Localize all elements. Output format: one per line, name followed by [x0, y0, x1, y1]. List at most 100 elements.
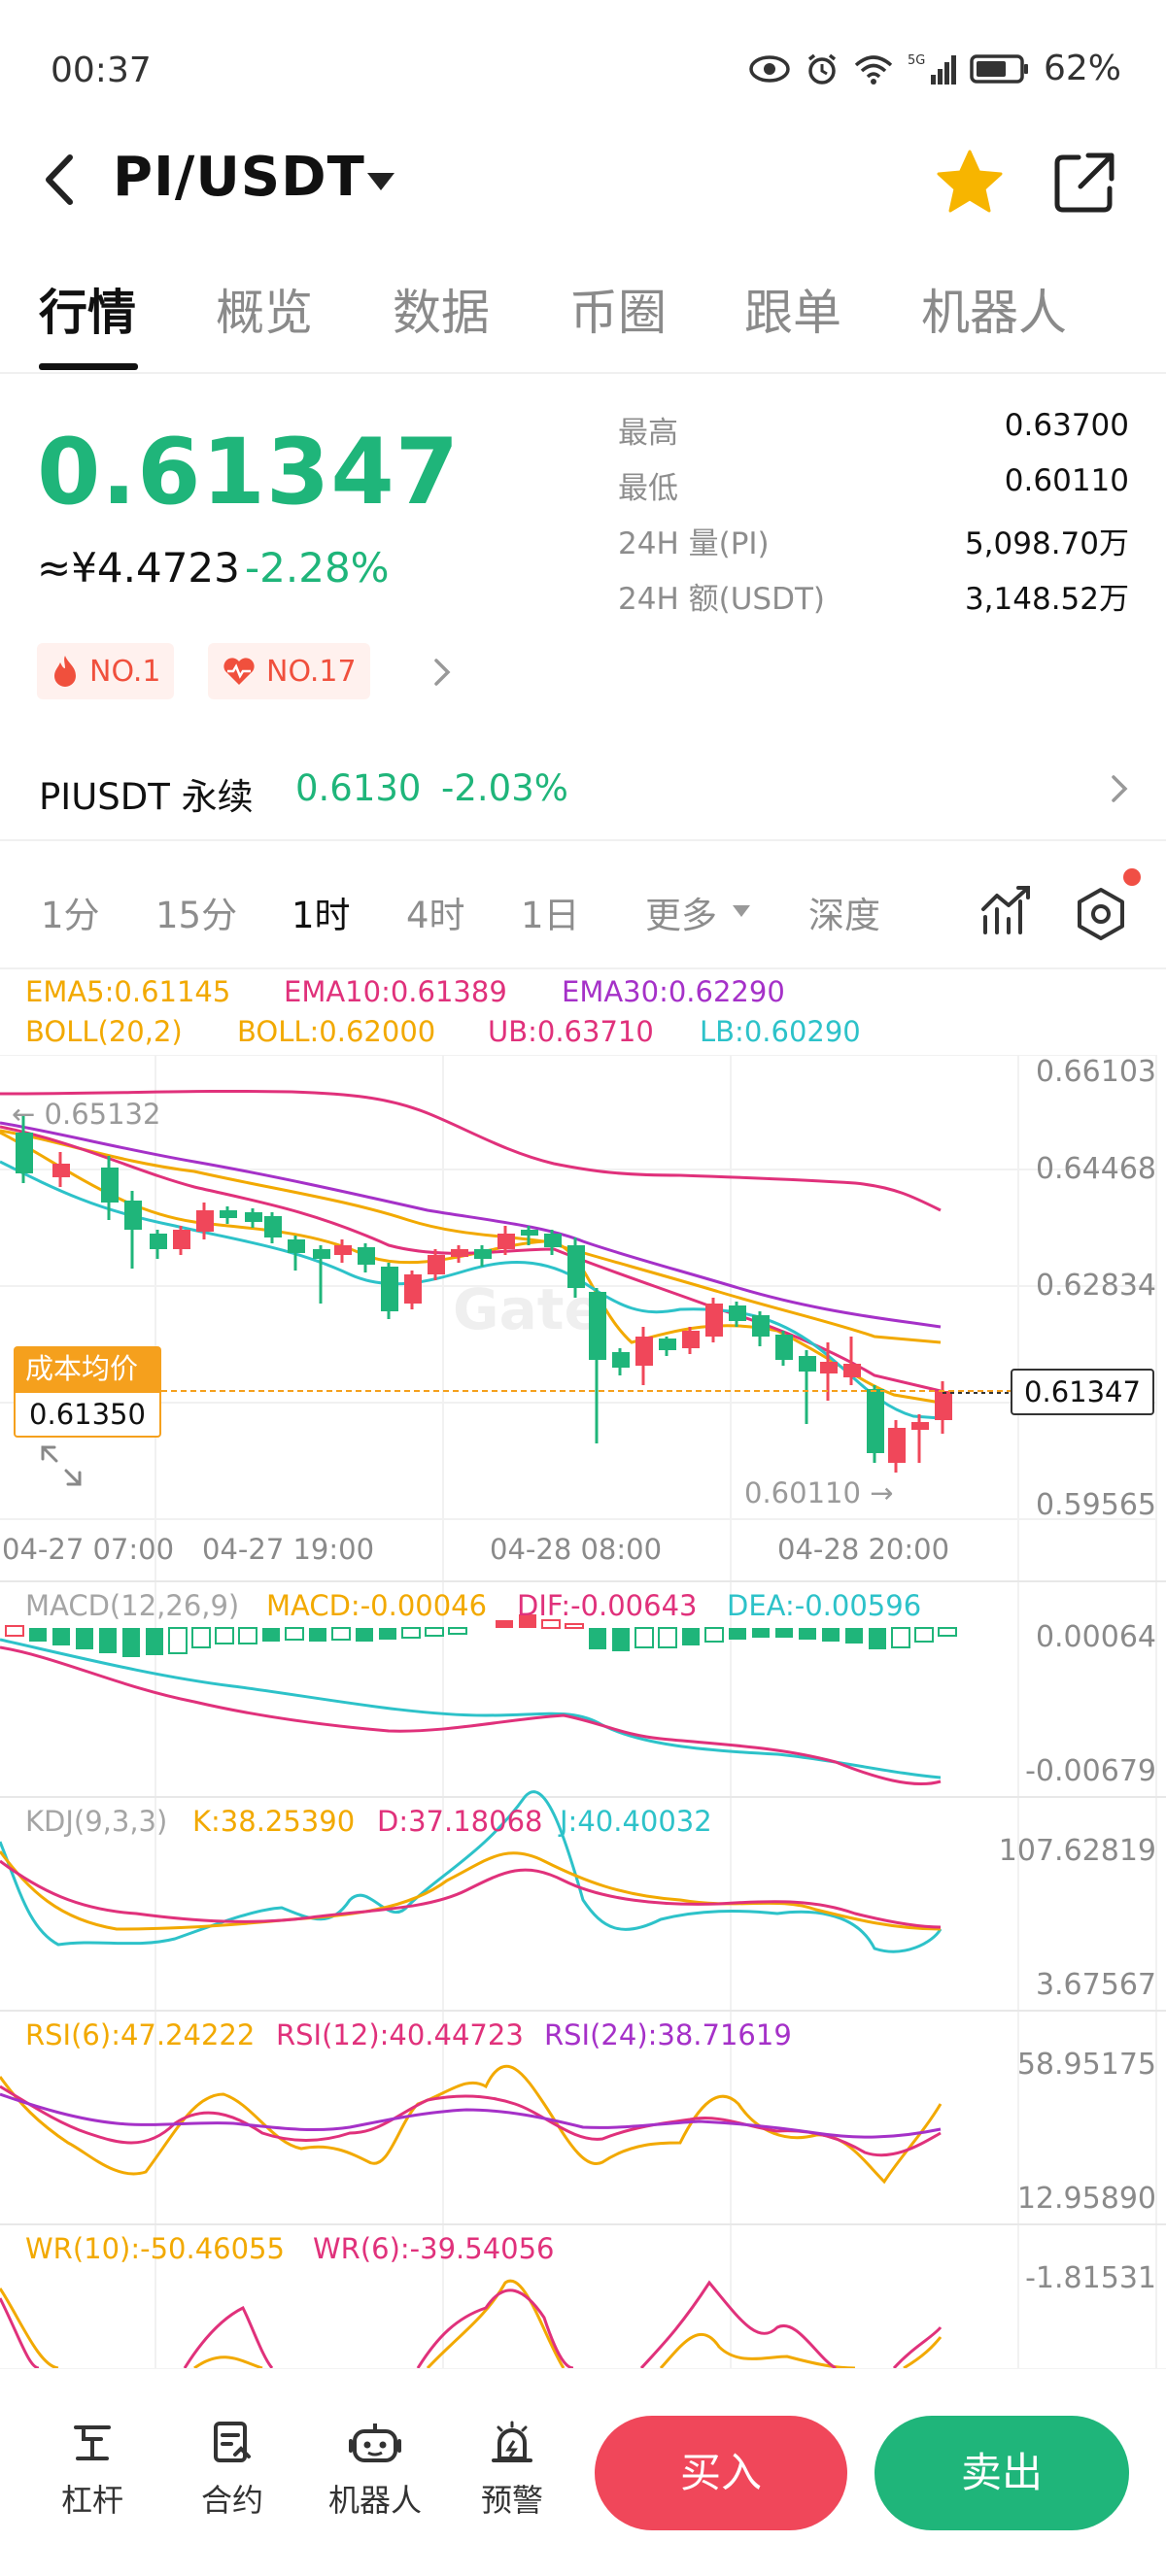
tab-copytrade[interactable]: 跟单 [744, 285, 841, 341]
stat-value: 5,098.70万 [964, 526, 1129, 561]
rsi6-legend: RSI(6):47.24222 [25, 2018, 256, 2051]
candle [799, 1356, 816, 1372]
candle [888, 1428, 906, 1463]
robot-icon [349, 2423, 401, 2462]
j-line [0, 1790, 943, 1953]
candle [474, 1249, 492, 1259]
candle [288, 1239, 305, 1253]
active-tab-indicator [39, 363, 138, 370]
candle [521, 1230, 538, 1236]
badge-label: NO.1 [89, 654, 161, 689]
wr10-line [0, 2279, 943, 2368]
chart-grid [0, 1055, 1166, 2368]
status-icons: 5G 62% [748, 49, 1121, 88]
divider [0, 839, 1166, 841]
stat-volume: 24H 量(PI) 5,098.70万 [618, 519, 1129, 574]
divider [0, 372, 1166, 374]
cost-average-box[interactable]: 成本均价 0.61350 [14, 1346, 161, 1440]
alert-icon [492, 2421, 532, 2462]
expand-icon[interactable] [39, 1443, 84, 1488]
pair-title[interactable]: PI/USDT [113, 146, 365, 209]
perpetual-name: PIUSDT 永续 [39, 776, 254, 818]
ema30-legend: EMA30:0.62290 [562, 975, 785, 1008]
favorite-star-icon[interactable] [933, 146, 1007, 220]
candle [220, 1210, 237, 1218]
tab-data[interactable]: 数据 [393, 285, 490, 341]
sell-button[interactable]: 卖出 [874, 2416, 1129, 2530]
x-tick: 04-27 19:00 [202, 1533, 375, 1566]
stat-label: 24H 量(PI) [618, 526, 770, 561]
last-price-tag: 0.61347 [1011, 1369, 1154, 1415]
candle [752, 1315, 770, 1337]
signal-5g-icon: 5G [908, 53, 956, 85]
back-arrow-icon[interactable] [35, 146, 84, 214]
nav-alert[interactable]: 预警 [459, 2420, 566, 2521]
ema10-line [0, 1129, 942, 1344]
rsi6-line [0, 2064, 943, 2185]
alarm-icon [807, 53, 837, 85]
stat-label: 最低 [618, 471, 678, 506]
ema10-legend: EMA10:0.61389 [284, 975, 507, 1008]
tab-overview[interactable]: 概览 [216, 285, 313, 341]
j-legend: J:40.40032 [560, 1805, 712, 1838]
indicator-icon[interactable] [979, 884, 1034, 938]
y-tick: 3.67567 [1035, 1968, 1156, 2002]
interval-1m[interactable]: 1分 [41, 895, 100, 936]
interval-15m[interactable]: 15分 [155, 895, 238, 936]
candle [52, 1164, 70, 1177]
candle [428, 1255, 445, 1274]
lb-legend: LB:0.60290 [700, 1015, 861, 1048]
last-price: 0.61347 [37, 420, 461, 525]
rank-badge-hot[interactable]: NO.1 [37, 643, 175, 699]
nav-leverage[interactable]: 杠杆 [39, 2420, 146, 2521]
chevron-right-icon [1112, 775, 1128, 802]
candle [264, 1216, 282, 1237]
y-tick: 0.62834 [1035, 1269, 1156, 1303]
tab-bot[interactable]: 机器人 [921, 285, 1067, 341]
macd-lines [0, 1638, 942, 1785]
badge-label: NO.17 [266, 654, 357, 689]
max-price-label: 0.65132 [44, 1098, 161, 1131]
k-line [0, 1850, 942, 1931]
nav-contract[interactable]: 合约 [179, 2420, 286, 2521]
depth-tab[interactable]: 深度 [808, 895, 880, 936]
ub-legend: UB:0.63710 [488, 1015, 654, 1048]
candle [820, 1362, 838, 1373]
tab-market[interactable]: 行情 [39, 285, 136, 341]
candles [16, 1115, 952, 1473]
candle [775, 1335, 793, 1360]
stat-turnover: 24H 额(USDT) 3,148.52万 [618, 574, 1129, 629]
interval-1d[interactable]: 1日 [521, 895, 580, 936]
candle [612, 1352, 630, 1368]
contract-icon [214, 2422, 251, 2462]
nav-label: 杠杆 [60, 2482, 123, 2519]
chevron-right-icon[interactable] [428, 653, 457, 692]
rank-badge-heart[interactable]: NO.17 [208, 643, 370, 699]
share-icon[interactable] [1049, 148, 1119, 218]
candle [544, 1234, 562, 1247]
candle [729, 1305, 746, 1321]
interval-4h[interactable]: 4时 [406, 895, 465, 936]
nav-robot[interactable]: 机器人 [317, 2420, 433, 2521]
caret-down-icon[interactable] [363, 167, 398, 196]
perpetual-change: -2.03% [441, 767, 568, 809]
kdj-params-legend: KDJ(9,3,3) [25, 1805, 168, 1838]
tab-community[interactable]: 币圈 [569, 285, 667, 341]
d-line [0, 1859, 942, 1929]
chart-canvas[interactable]: Gate [0, 1055, 1166, 2368]
settings-hexagon-icon[interactable] [1073, 886, 1129, 942]
y-tick: -1.81531 [1025, 2261, 1156, 2295]
macd-legend: MACD:-0.00046 [266, 1589, 488, 1622]
leverage-icon [74, 2425, 111, 2460]
perpetual-row[interactable]: PIUSDT 永续 0.6130 -2.03% [0, 748, 1166, 845]
stat-value: 3,148.52万 [964, 582, 1129, 617]
candle [589, 1292, 606, 1360]
divider [0, 967, 1166, 969]
status-time: 00:37 [51, 51, 152, 90]
flame-icon [54, 656, 76, 687]
interval-more[interactable]: 更多 [645, 895, 717, 936]
caret-down-icon [733, 905, 750, 917]
buy-button[interactable]: 买入 [595, 2416, 847, 2530]
candle [404, 1274, 422, 1304]
interval-1h[interactable]: 1时 [292, 895, 351, 936]
